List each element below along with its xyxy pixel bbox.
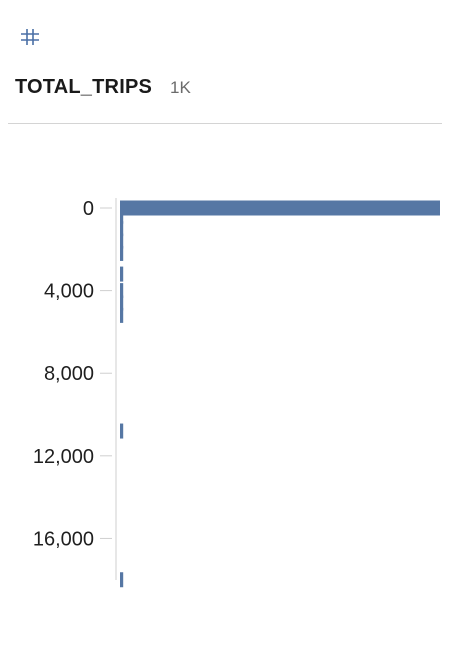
histogram-bar[interactable]	[120, 233, 124, 249]
y-tick-label: 4,000	[44, 281, 94, 303]
histogram-bar[interactable]	[120, 266, 124, 282]
histogram-bar[interactable]	[120, 307, 124, 323]
y-axis-ticks: 0 4,000 8,000 12,000 16,000	[33, 198, 112, 550]
y-tick-label: 8,000	[44, 363, 94, 385]
y-tick-label: 0	[83, 198, 94, 220]
header-divider	[8, 123, 442, 124]
y-tick-label: 12,000	[33, 446, 94, 468]
histogram-bar[interactable]	[120, 423, 124, 439]
histogram-bar[interactable]	[120, 245, 124, 261]
histogram-chart: 0 4,000 8,000 12,000 16,000	[33, 198, 440, 588]
field-header: TOTAL_TRIPS 1K	[15, 76, 191, 99]
histogram-bar[interactable]	[120, 295, 124, 311]
distinct-count: 1K	[170, 78, 191, 97]
histogram-bar[interactable]	[120, 200, 440, 216]
number-hash-icon	[21, 29, 39, 45]
histogram-bar[interactable]	[120, 572, 124, 588]
histogram-bar[interactable]	[120, 283, 124, 299]
field-name: TOTAL_TRIPS	[15, 76, 153, 98]
histogram-bar[interactable]	[120, 208, 124, 224]
y-tick-label: 16,000	[33, 528, 94, 550]
histogram-bars	[120, 200, 440, 588]
histogram-bar[interactable]	[120, 221, 124, 237]
